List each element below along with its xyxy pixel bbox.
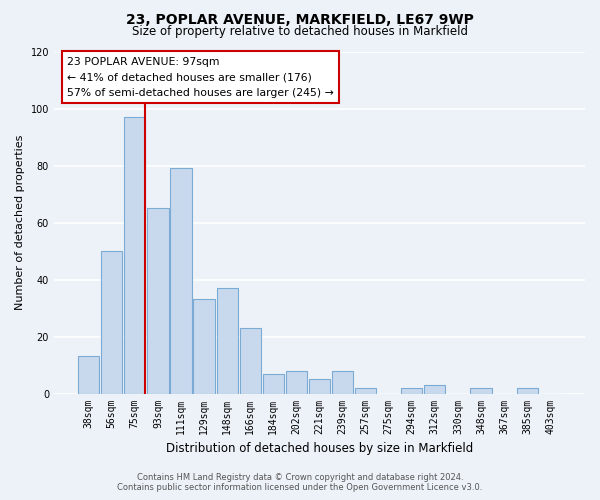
Bar xyxy=(332,371,353,394)
Bar xyxy=(424,385,445,394)
Bar xyxy=(239,328,261,394)
Bar xyxy=(401,388,422,394)
Bar xyxy=(355,388,376,394)
Text: Size of property relative to detached houses in Markfield: Size of property relative to detached ho… xyxy=(132,25,468,38)
Text: Contains HM Land Registry data © Crown copyright and database right 2024.
Contai: Contains HM Land Registry data © Crown c… xyxy=(118,473,482,492)
Bar xyxy=(147,208,169,394)
Bar xyxy=(309,380,330,394)
Bar xyxy=(193,300,215,394)
Bar xyxy=(78,356,99,394)
Bar xyxy=(470,388,491,394)
Bar xyxy=(124,117,145,394)
Bar xyxy=(517,388,538,394)
X-axis label: Distribution of detached houses by size in Markfield: Distribution of detached houses by size … xyxy=(166,442,473,455)
Bar xyxy=(170,168,191,394)
Text: 23 POPLAR AVENUE: 97sqm
← 41% of detached houses are smaller (176)
57% of semi-d: 23 POPLAR AVENUE: 97sqm ← 41% of detache… xyxy=(67,56,334,98)
Bar xyxy=(263,374,284,394)
Bar xyxy=(217,288,238,394)
Bar xyxy=(286,371,307,394)
Y-axis label: Number of detached properties: Number of detached properties xyxy=(15,135,25,310)
Bar xyxy=(101,251,122,394)
Text: 23, POPLAR AVENUE, MARKFIELD, LE67 9WP: 23, POPLAR AVENUE, MARKFIELD, LE67 9WP xyxy=(126,12,474,26)
